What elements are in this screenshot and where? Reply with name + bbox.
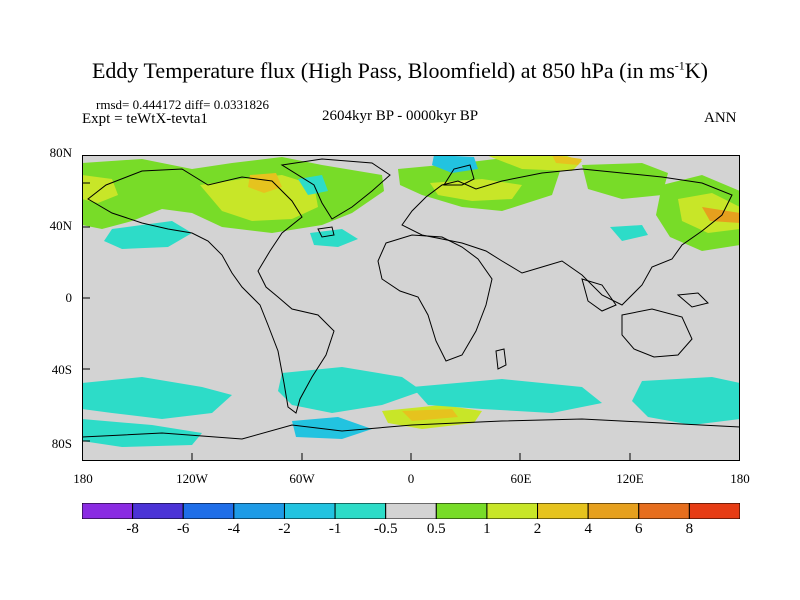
- colorbar-box: [435, 503, 488, 519]
- colorbar-label: 8: [685, 521, 694, 537]
- colorbar-label: -6: [176, 521, 190, 537]
- lat-label-40s: 40S: [51, 362, 72, 377]
- colorbar-box: [132, 503, 184, 519]
- colorbar-box: [688, 503, 740, 519]
- positive-anomaly-fields: [82, 155, 740, 429]
- colorbar-label: 2: [533, 521, 542, 537]
- colorbar-box: [283, 503, 336, 519]
- colorbar-label: 1: [483, 521, 491, 537]
- lat-label-40n: 40N: [49, 218, 72, 233]
- map-ticks: [82, 155, 631, 461]
- colorbar-box: [182, 503, 235, 519]
- lon-label-120e: 120E: [616, 471, 644, 486]
- lat-label-80n: 80N: [49, 145, 72, 160]
- period-label: 2604kyr BP - 0000kyr BP: [322, 108, 479, 124]
- experiment-label: Expt = teWtX-tevta1: [82, 111, 208, 127]
- rmsd-label: rmsd= 0.444172 diff= 0.0331826: [96, 97, 269, 112]
- colorbar-label: 0.5: [426, 521, 446, 537]
- colorbar-box: [537, 503, 589, 519]
- colorbar-label: -0.5: [373, 521, 398, 537]
- colorbar-label: 6: [635, 521, 643, 537]
- lat-label-0: 0: [65, 290, 73, 305]
- negative-anomaly-fields: [82, 155, 740, 447]
- map-title: Eddy Temperature flux (High Pass, Bloomf…: [91, 58, 708, 83]
- colorbar-box: [638, 503, 690, 519]
- colorbar: [82, 503, 740, 519]
- lat-label-80s: 80S: [51, 436, 72, 451]
- lon-label-60w: 60W: [289, 471, 315, 486]
- lon-label-120w: 120W: [176, 471, 208, 486]
- colorbar-box: [486, 503, 539, 519]
- colorbar-label: 4: [584, 521, 592, 537]
- colorbar-box: [385, 503, 437, 519]
- lon-label-180-left: 180: [73, 471, 93, 486]
- colorbar-label: -8: [126, 521, 139, 537]
- coastlines: [82, 158, 740, 440]
- lon-label-180-right: 180: [730, 471, 750, 486]
- colorbar-box: [233, 503, 285, 519]
- colorbar-box: [334, 503, 387, 519]
- colorbar-box: [587, 503, 640, 519]
- lon-label-60e: 60E: [510, 471, 532, 486]
- world-map: [82, 155, 740, 461]
- colorbar-label: -4: [227, 521, 241, 537]
- lon-label-0: 0: [407, 471, 415, 486]
- season-label: ANN: [704, 110, 737, 126]
- colorbar-label: -2: [278, 521, 291, 537]
- colorbar-label: -1: [328, 521, 342, 537]
- colorbar-box: [82, 503, 134, 519]
